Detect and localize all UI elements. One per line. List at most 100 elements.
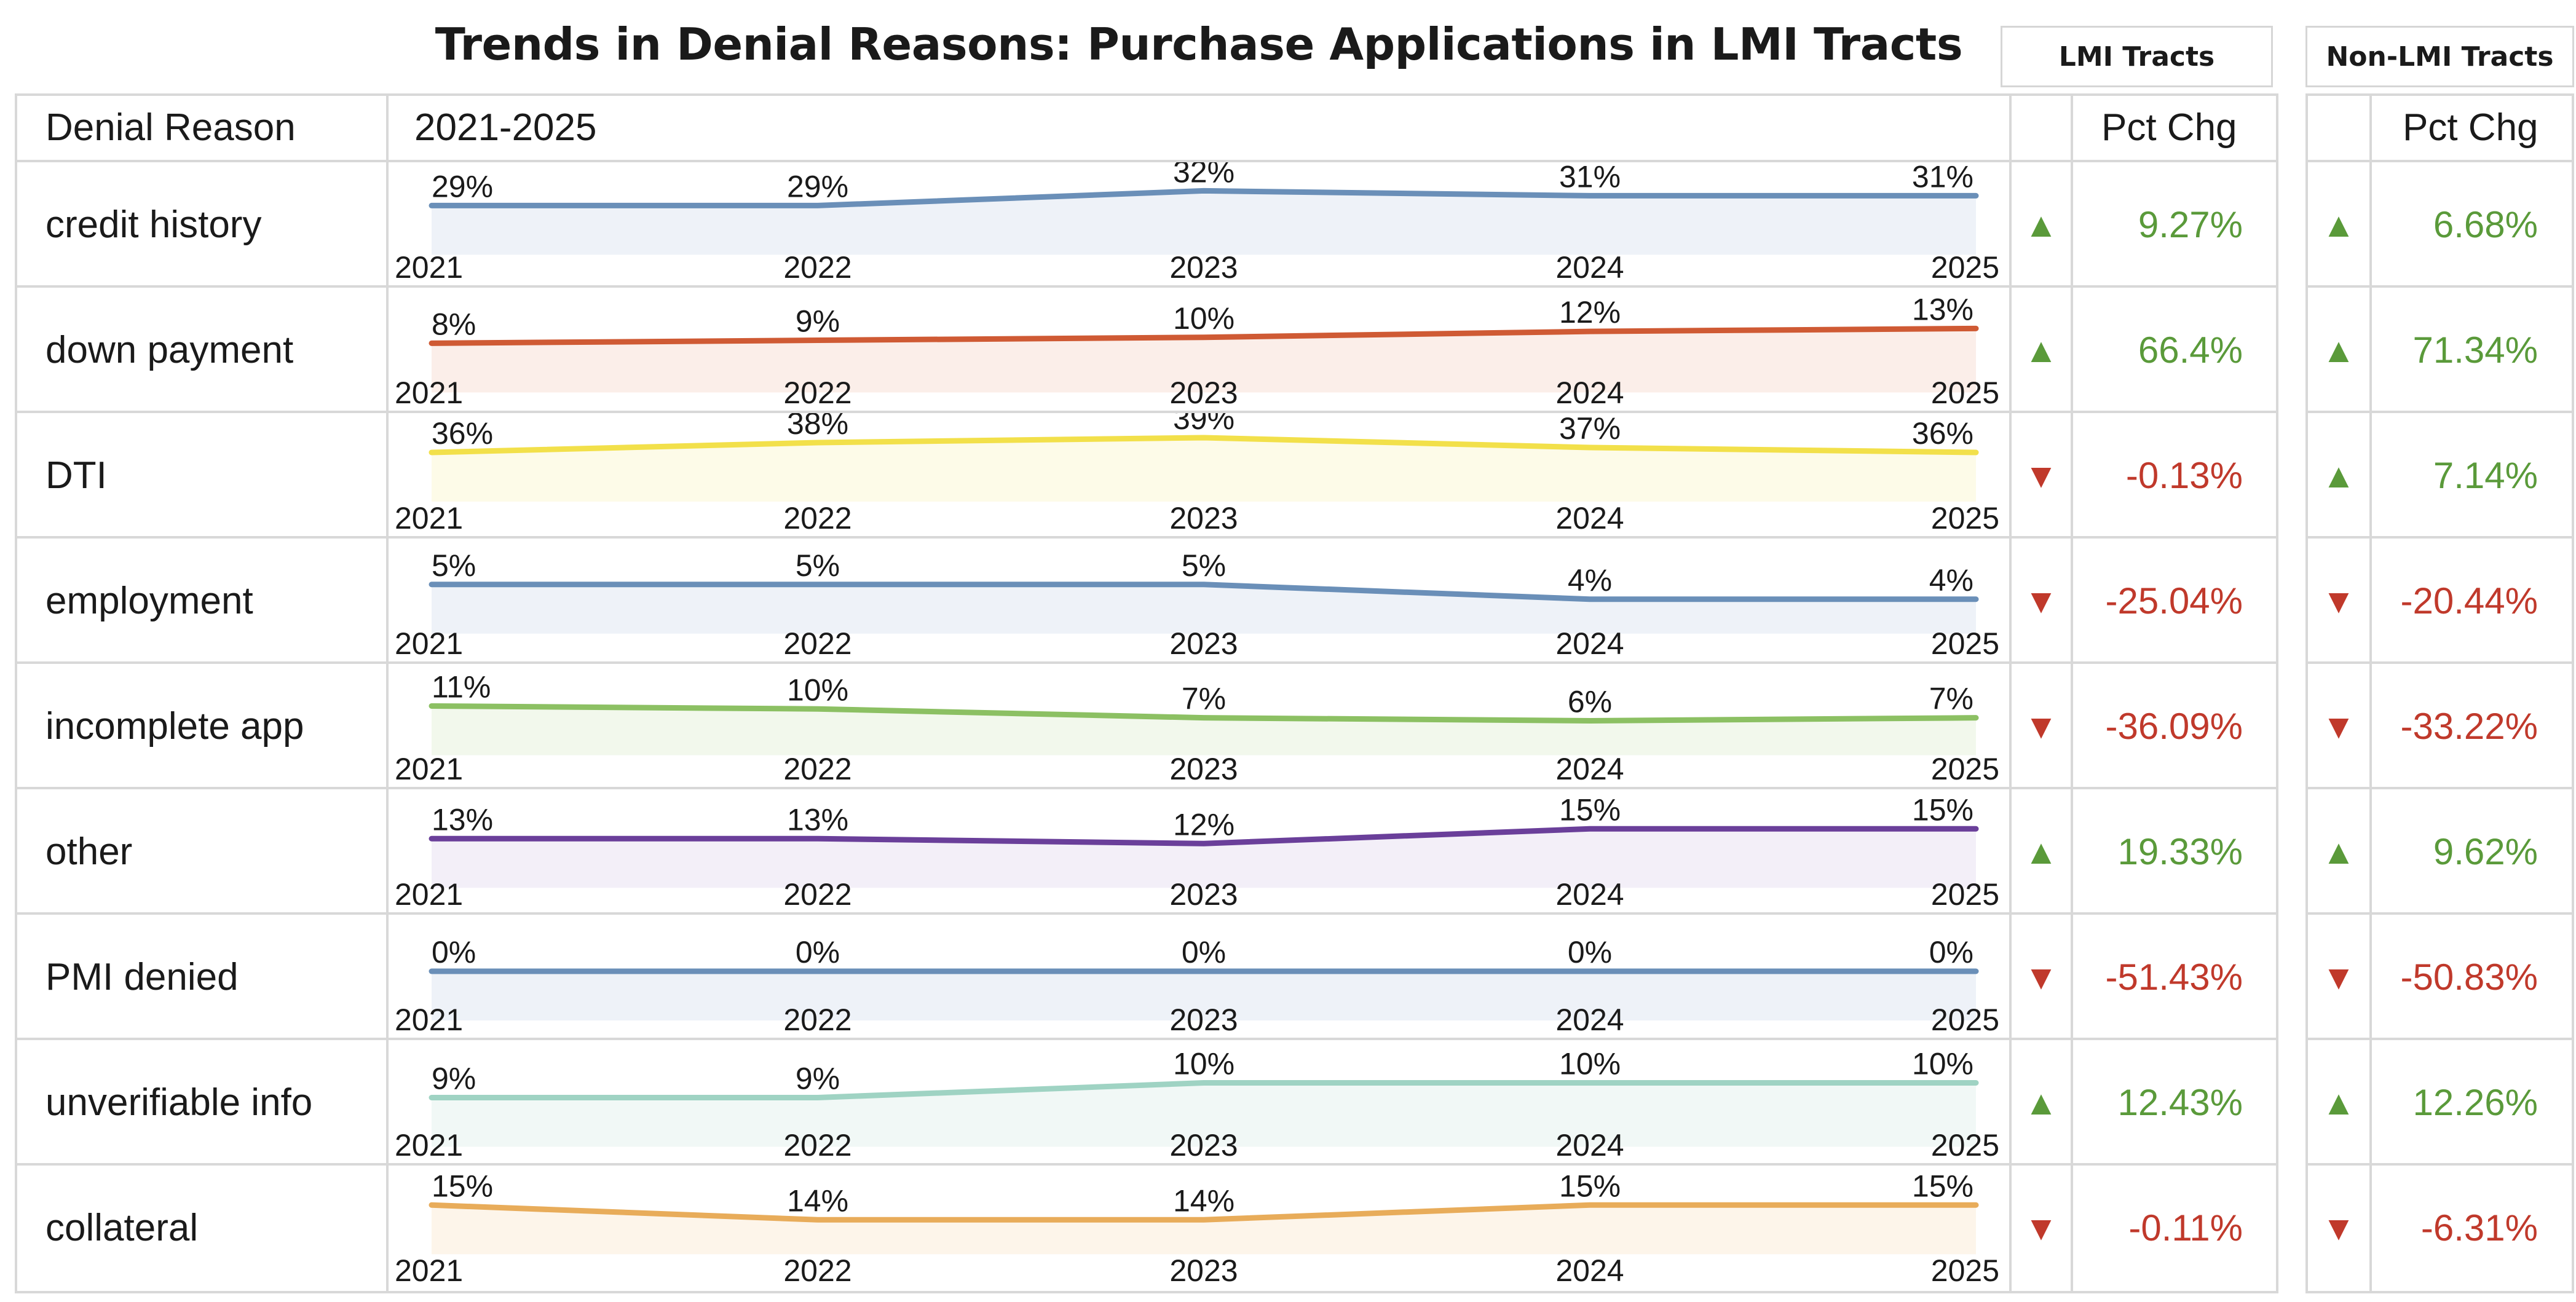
triangle-up-icon: ▲ [2321,205,2356,244]
header-divider [17,160,2276,162]
sparkline-area [432,584,1976,634]
row-divider [17,912,2276,915]
year-tick-label: 2022 [783,1128,851,1162]
header-pct-chg-lmi: Pct Chg [2101,106,2237,149]
sparkline-area [432,438,1976,502]
data-label: 10% [1912,1047,1973,1081]
non-lmi-table: Pct Chg ▲ 6.68% ▲ 71.34% ▲ 7.14% ▼ -20.44% ▼ -33.… [2305,93,2574,1293]
pct-chg-non-lmi: -33.22% [2400,706,2538,747]
year-tick-label: 2024 [1555,626,1624,661]
triangle-down-icon: ▼ [2321,958,2356,996]
data-label: 9% [796,304,840,339]
year-tick-label: 2024 [1555,752,1624,786]
sparkline-line [429,826,1979,846]
data-label: 5% [1182,548,1226,583]
pct-chg-non-lmi: 71.34% [2412,329,2538,371]
triangle-down-icon: ▼ [2024,1209,2058,1247]
row-divider [17,787,2276,789]
data-label: 12% [1173,807,1235,842]
sparkline-line [429,325,1979,346]
sparkline-area [432,328,1976,393]
row-divider [17,536,2276,539]
row-divider [2308,787,2572,789]
data-label: 29% [432,169,493,203]
data-label: 8% [432,307,476,341]
row-label: unverifiable info [45,1081,313,1124]
pct-chg-lmi: 66.4% [2138,329,2243,371]
pct-chg-non-lmi: 7.14% [2433,455,2538,496]
year-tick-label: 2021 [395,1003,463,1037]
data-label: 5% [432,548,476,583]
triangle-up-icon: ▲ [2024,832,2058,871]
data-label: 37% [1559,413,1621,446]
row-label: incomplete app [45,705,304,748]
year-tick-label: 2022 [783,752,851,786]
pct-chg-lmi: -0.13% [2125,455,2243,496]
row-divider [2308,536,2572,539]
sparkline-employment: 5% 2021 5% 2022 5% 2023 4% 2024 4% 2025 [395,548,1999,661]
data-label: 0% [796,935,840,969]
pct-chg-lmi: 9.27% [2138,204,2243,245]
triangle-down-icon: ▼ [2024,707,2058,746]
sparkline-line [429,187,1979,208]
data-label: 9% [432,1062,476,1096]
pct-chg-non-lmi: -20.44% [2400,580,2538,621]
data-label: 0% [1182,935,1226,969]
year-tick-label: 2022 [783,626,851,661]
data-label: 13% [787,802,848,837]
year-tick-label: 2021 [395,877,463,912]
row-label: DTI [45,454,107,497]
data-label: 36% [1912,416,1973,451]
data-label: 11% [432,669,491,704]
data-label: 10% [787,673,848,707]
year-tick-label: 2022 [783,250,851,285]
year-tick-label: 2025 [1931,376,1999,410]
data-label: 0% [432,935,476,969]
row-divider [17,1163,2276,1166]
pct-chg-lmi: -25.04% [2105,580,2243,621]
header-pct-chg-non-lmi: Pct Chg [2403,106,2538,149]
year-tick-label: 2023 [1169,752,1238,786]
year-tick-label: 2022 [783,376,851,410]
sparkline-line [429,582,1979,602]
row-label: employment [45,580,253,622]
lmi-table: Denial Reason 2021-2025 Pct Chg credit h… [15,93,2278,1293]
triangle-up-icon: ▲ [2024,205,2058,244]
sparkline-area [432,706,1976,756]
row-divider [2308,1163,2572,1166]
data-label: 6% [1568,684,1612,719]
pct-chg-lmi: -51.43% [2105,957,2243,998]
sparkline-dti: 36% 2021 38% 2022 39% 2023 37% 2024 36% 2025 [395,413,1999,535]
data-label: 38% [787,413,848,441]
row-divider [2308,1038,2572,1040]
data-label: 4% [1568,563,1612,598]
year-tick-label: 2023 [1169,501,1238,535]
header-divider-non-lmi [2308,160,2572,162]
year-tick-label: 2023 [1169,250,1238,285]
pct-chg-non-lmi: -6.31% [2420,1207,2538,1249]
sparkline-line [429,1080,1979,1100]
row-divider [2308,912,2572,915]
year-tick-label: 2023 [1169,1253,1238,1288]
triangle-down-icon: ▼ [2024,958,2058,996]
data-label: 29% [787,169,848,203]
row-divider [17,661,2276,664]
year-tick-label: 2022 [783,501,851,535]
triangle-up-icon: ▲ [2024,331,2058,369]
year-tick-label: 2021 [395,376,463,410]
pct-chg-non-lmi: 12.26% [2412,1082,2538,1123]
year-tick-label: 2021 [395,752,463,786]
year-tick-label: 2025 [1931,501,1999,535]
pct-chg-non-lmi: -50.83% [2400,957,2538,998]
sparkline-line [429,703,1979,724]
year-tick-label: 2025 [1931,1253,1999,1288]
pct-chg-lmi: 19.33% [2117,831,2243,872]
data-label: 15% [432,1169,493,1203]
row-divider [2308,661,2572,664]
year-tick-label: 2024 [1555,1003,1624,1037]
col-divider-arrow-non-lmi [2369,96,2372,1291]
sparkline-unverifiable-info: 9% 2021 9% 2022 10% 2023 10% 2024 10% 2025 [395,1047,1999,1163]
pct-chg-non-lmi: 9.62% [2433,831,2538,872]
year-tick-label: 2021 [395,501,463,535]
year-tick-label: 2023 [1169,1128,1238,1162]
